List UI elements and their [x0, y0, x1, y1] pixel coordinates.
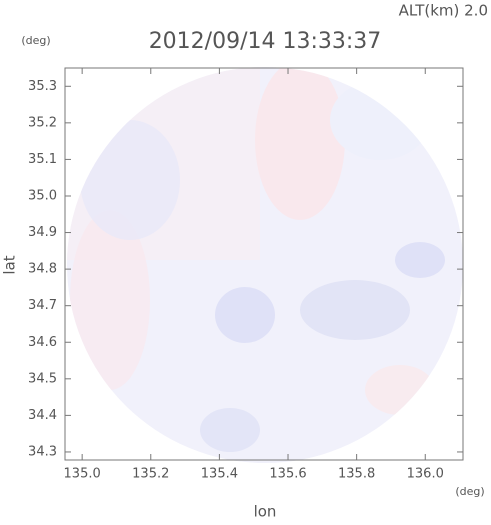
plot-frame: [64, 67, 464, 461]
x-axis-label: lon: [254, 503, 277, 521]
y-tick-label: 34.6: [28, 335, 57, 350]
x-tick-label: 135.6: [269, 467, 306, 482]
y-tick-label: 34.9: [28, 225, 57, 240]
y-tick-label: 35.3: [28, 79, 57, 94]
altitude-label: ALT(km) 2.0: [399, 2, 488, 20]
y-tick-label: 35.2: [28, 115, 57, 130]
x-tick-label: 135.4: [201, 467, 238, 482]
x-tick-label: 136.0: [407, 467, 444, 482]
y-tick-label: 34.3: [28, 444, 57, 459]
y-tick-label: 35.0: [28, 188, 57, 203]
chart-title: 2012/09/14 13:33:37: [149, 29, 382, 54]
y-axis-label: lat: [1, 255, 19, 274]
y-tick-label: 34.4: [28, 408, 57, 423]
y-tick-label: 35.1: [28, 152, 57, 167]
y-tick-label: 34.5: [28, 371, 57, 386]
y-unit: (deg): [21, 34, 50, 47]
y-tick-label: 34.7: [28, 298, 57, 313]
x-tick-label: 135.8: [338, 467, 375, 482]
x-unit: (deg): [455, 485, 484, 498]
y-tick-label: 34.8: [28, 262, 57, 277]
radar-field: [67, 67, 463, 463]
x-tick-label: 135.2: [132, 467, 169, 482]
x-tick-label: 135.0: [64, 467, 101, 482]
